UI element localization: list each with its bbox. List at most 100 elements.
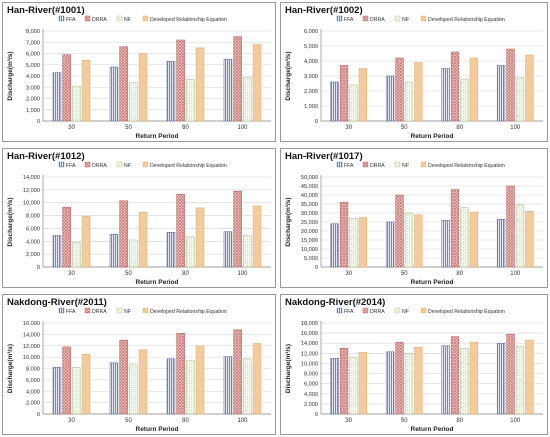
x-tick-label: 30 [345, 418, 352, 424]
legend-swatch [84, 15, 91, 22]
bar [525, 210, 534, 268]
bar [72, 367, 81, 415]
bar [515, 204, 525, 268]
x-tick-label: 80 [182, 125, 189, 131]
y-tick-label: 12,000 [23, 188, 40, 194]
legend-swatch [362, 307, 369, 314]
legend-label: FFA [66, 17, 76, 23]
y-axis-label: Discharge(m³/s) [285, 51, 292, 100]
bar [358, 217, 368, 268]
bar [62, 346, 71, 415]
y-tick-label: 6,000 [26, 52, 40, 58]
y-tick-label: 6,000 [304, 382, 318, 388]
y-axis-label: Discharge(m³/s) [7, 344, 14, 393]
y-tick-label: 0 [315, 119, 318, 125]
bar [109, 66, 119, 122]
x-axis-label: Return Period [136, 279, 179, 286]
y-tick-label: 4,000 [26, 74, 40, 80]
y-tick-label: 16,000 [301, 331, 318, 337]
bar [515, 77, 525, 122]
bar [525, 339, 534, 415]
legend-label: FFA [344, 309, 354, 315]
legend-label: Developed Relationship Equation [428, 17, 505, 23]
y-axis-label: Discharge(m³/s) [285, 344, 292, 393]
bar [62, 54, 71, 122]
x-tick-label: 100 [510, 125, 521, 131]
legend-swatch [116, 307, 123, 314]
y-tick-label: 20,000 [301, 229, 318, 235]
bar [81, 215, 91, 268]
y-tick-label: 30,000 [301, 211, 318, 217]
y-tick-label: 12,000 [301, 351, 318, 357]
bar [72, 242, 81, 268]
chart-title: Han-River(#1002) [285, 5, 363, 16]
bar [129, 82, 138, 122]
bar [243, 358, 252, 415]
y-tick-label: 0 [37, 265, 40, 271]
bar [138, 349, 148, 415]
bar [176, 39, 185, 122]
legend-swatch [58, 15, 65, 22]
bar [52, 367, 62, 415]
bar [233, 190, 242, 268]
legend-swatch [394, 161, 401, 168]
bar [404, 212, 414, 268]
y-tick-label: 14,000 [23, 175, 40, 181]
bar [233, 36, 242, 122]
chart-svg: FFA DRRA NF Developed Relationship Equation… [7, 161, 271, 286]
bar [330, 358, 339, 415]
y-tick-label: 40,000 [301, 193, 318, 199]
x-tick-label: 30 [68, 418, 75, 424]
bar [506, 48, 515, 122]
y-tick-label: 4,000 [26, 239, 40, 245]
y-tick-label: 5,000 [304, 44, 318, 50]
bar [138, 53, 148, 122]
x-axis-label: Return Period [411, 133, 454, 140]
y-axis-label: Discharge(m³/s) [7, 197, 14, 246]
bar [469, 211, 479, 268]
y-tick-label: 2,000 [26, 252, 40, 258]
bar [166, 358, 176, 415]
legend: FFA DRRA NF Developed Relationship Equation [58, 15, 227, 23]
chart-title: Han-River(#1001) [7, 5, 85, 16]
bar [515, 346, 525, 415]
bar [404, 81, 414, 122]
bar [460, 207, 469, 268]
x-tick-label: 50 [125, 418, 132, 424]
legend-label: Developed Relationship Equation [150, 17, 227, 23]
bar [441, 345, 450, 415]
bar [349, 357, 358, 415]
bar [109, 362, 119, 415]
x-axis-label: Return Period [136, 426, 179, 433]
chart-title: Han-River(#1017) [285, 151, 363, 162]
chart-title: Nakdong-River(#2011) [7, 297, 107, 308]
bar [358, 68, 368, 122]
bar [252, 44, 262, 122]
bar [195, 207, 205, 268]
legend-label: FFA [344, 163, 354, 169]
bar [129, 239, 138, 268]
chart-panel-han-1001: Han-River(#1001) FFA DRRA NF Developed Rela… [2, 2, 276, 142]
bar [186, 360, 195, 415]
bar [414, 347, 423, 415]
legend: FFA DRRA NF Developed Relationship Equation [58, 161, 227, 169]
legend-label: NF [402, 17, 409, 23]
bar [186, 79, 195, 122]
bar [166, 61, 176, 122]
y-tick-label: 0 [315, 265, 318, 271]
x-tick-label: 80 [182, 271, 189, 277]
bar [330, 223, 339, 268]
legend-swatch [142, 307, 149, 314]
chart-title: Han-River(#1012) [7, 151, 85, 162]
y-tick-label: 2,000 [26, 97, 40, 103]
legend-label: FFA [66, 163, 76, 169]
bar [109, 233, 119, 268]
bar [525, 54, 534, 122]
y-tick-label: 10,000 [301, 247, 318, 253]
x-tick-label: 50 [401, 125, 408, 131]
y-tick-label: 14,000 [23, 332, 40, 338]
bar [404, 353, 414, 415]
bar [496, 65, 506, 122]
bar [349, 218, 358, 268]
y-tick-label: 3,000 [26, 85, 40, 91]
